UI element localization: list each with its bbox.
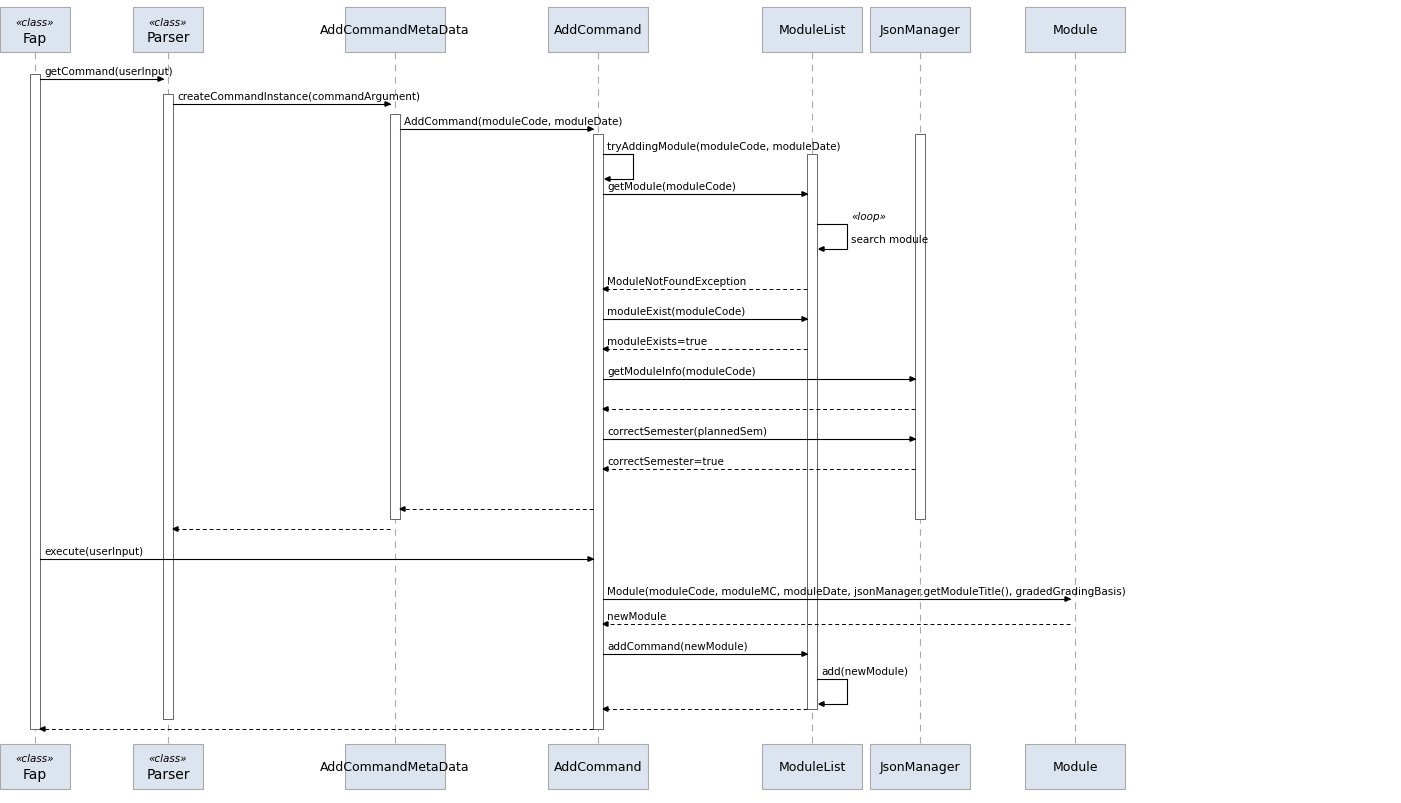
Text: addCommand(newModule): addCommand(newModule): [607, 642, 748, 651]
Polygon shape: [401, 507, 405, 512]
Polygon shape: [602, 348, 608, 352]
Text: correctSemester=true: correctSemester=true: [607, 456, 724, 467]
Text: moduleExists=true: moduleExists=true: [607, 336, 708, 347]
Text: createCommandInstance(commandArgument): createCommandInstance(commandArgument): [177, 92, 420, 102]
Polygon shape: [41, 727, 45, 732]
Polygon shape: [172, 527, 178, 532]
Text: correctSemester(plannedSem): correctSemester(plannedSem): [607, 426, 766, 437]
Text: ModuleList: ModuleList: [779, 24, 846, 37]
Text: AddCommandMetaData: AddCommandMetaData: [321, 24, 469, 37]
Bar: [0, 8, 70, 53]
Text: Module: Module: [1052, 24, 1098, 37]
Text: moduleExist(moduleCode): moduleExist(moduleCode): [607, 307, 745, 316]
Text: Parser: Parser: [146, 768, 189, 781]
Polygon shape: [605, 177, 609, 182]
Bar: [0, 744, 70, 789]
Bar: [548, 8, 649, 53]
Text: AddCommand(moduleCode, moduleDate): AddCommand(moduleCode, moduleDate): [403, 117, 622, 127]
Polygon shape: [911, 377, 915, 381]
Text: «class»: «class»: [15, 18, 55, 27]
Polygon shape: [1065, 597, 1070, 601]
Polygon shape: [602, 467, 608, 471]
Bar: [345, 8, 446, 53]
Text: search module: search module: [850, 234, 927, 245]
Text: getModule(moduleCode): getModule(moduleCode): [607, 181, 736, 192]
Bar: [762, 8, 862, 53]
Bar: [163, 95, 172, 719]
Text: Fap: Fap: [22, 768, 48, 781]
Polygon shape: [602, 287, 608, 291]
Bar: [389, 115, 401, 520]
Polygon shape: [588, 557, 593, 561]
Text: AddCommandMetaData: AddCommandMetaData: [321, 760, 469, 773]
Bar: [1026, 744, 1125, 789]
Bar: [133, 744, 203, 789]
Polygon shape: [158, 78, 163, 82]
Bar: [345, 744, 446, 789]
Polygon shape: [911, 437, 915, 442]
Polygon shape: [385, 103, 389, 107]
Text: Parser: Parser: [146, 31, 189, 46]
Text: «loop»: «loop»: [850, 212, 885, 222]
Text: execute(userInput): execute(userInput): [43, 546, 143, 556]
Polygon shape: [820, 702, 824, 707]
Text: AddCommand: AddCommand: [553, 760, 642, 773]
Bar: [807, 155, 817, 709]
Text: newModule: newModule: [607, 611, 667, 622]
Polygon shape: [602, 622, 608, 626]
Text: AddCommand: AddCommand: [553, 24, 642, 37]
Polygon shape: [801, 652, 807, 656]
Text: getModuleInfo(moduleCode): getModuleInfo(moduleCode): [607, 366, 755, 377]
Text: Module: Module: [1052, 760, 1098, 773]
Text: ModuleNotFoundException: ModuleNotFoundException: [607, 277, 747, 287]
Bar: [29, 75, 41, 729]
Bar: [870, 744, 969, 789]
Bar: [915, 135, 925, 520]
Text: «class»: «class»: [149, 18, 188, 27]
Bar: [762, 744, 862, 789]
Bar: [133, 8, 203, 53]
Text: getCommand(userInput): getCommand(userInput): [43, 67, 172, 77]
Polygon shape: [602, 407, 608, 412]
Text: «class»: «class»: [15, 753, 55, 764]
Text: ModuleList: ModuleList: [779, 760, 846, 773]
Bar: [593, 135, 602, 729]
Text: Fap: Fap: [22, 31, 48, 46]
Text: JsonManager: JsonManager: [880, 24, 960, 37]
Bar: [1026, 8, 1125, 53]
Polygon shape: [602, 707, 608, 711]
Text: Module(moduleCode, moduleMC, moduleDate, jsonManager.getModuleTitle(), gradedGra: Module(moduleCode, moduleMC, moduleDate,…: [607, 586, 1126, 597]
Text: tryAddingModule(moduleCode, moduleDate): tryAddingModule(moduleCode, moduleDate): [607, 142, 841, 152]
Polygon shape: [801, 193, 807, 197]
Bar: [870, 8, 969, 53]
Polygon shape: [801, 317, 807, 322]
Polygon shape: [588, 128, 593, 132]
Text: «class»: «class»: [149, 753, 188, 764]
Polygon shape: [820, 247, 824, 252]
Bar: [548, 744, 649, 789]
Text: add(newModule): add(newModule): [821, 666, 908, 676]
Text: JsonManager: JsonManager: [880, 760, 960, 773]
